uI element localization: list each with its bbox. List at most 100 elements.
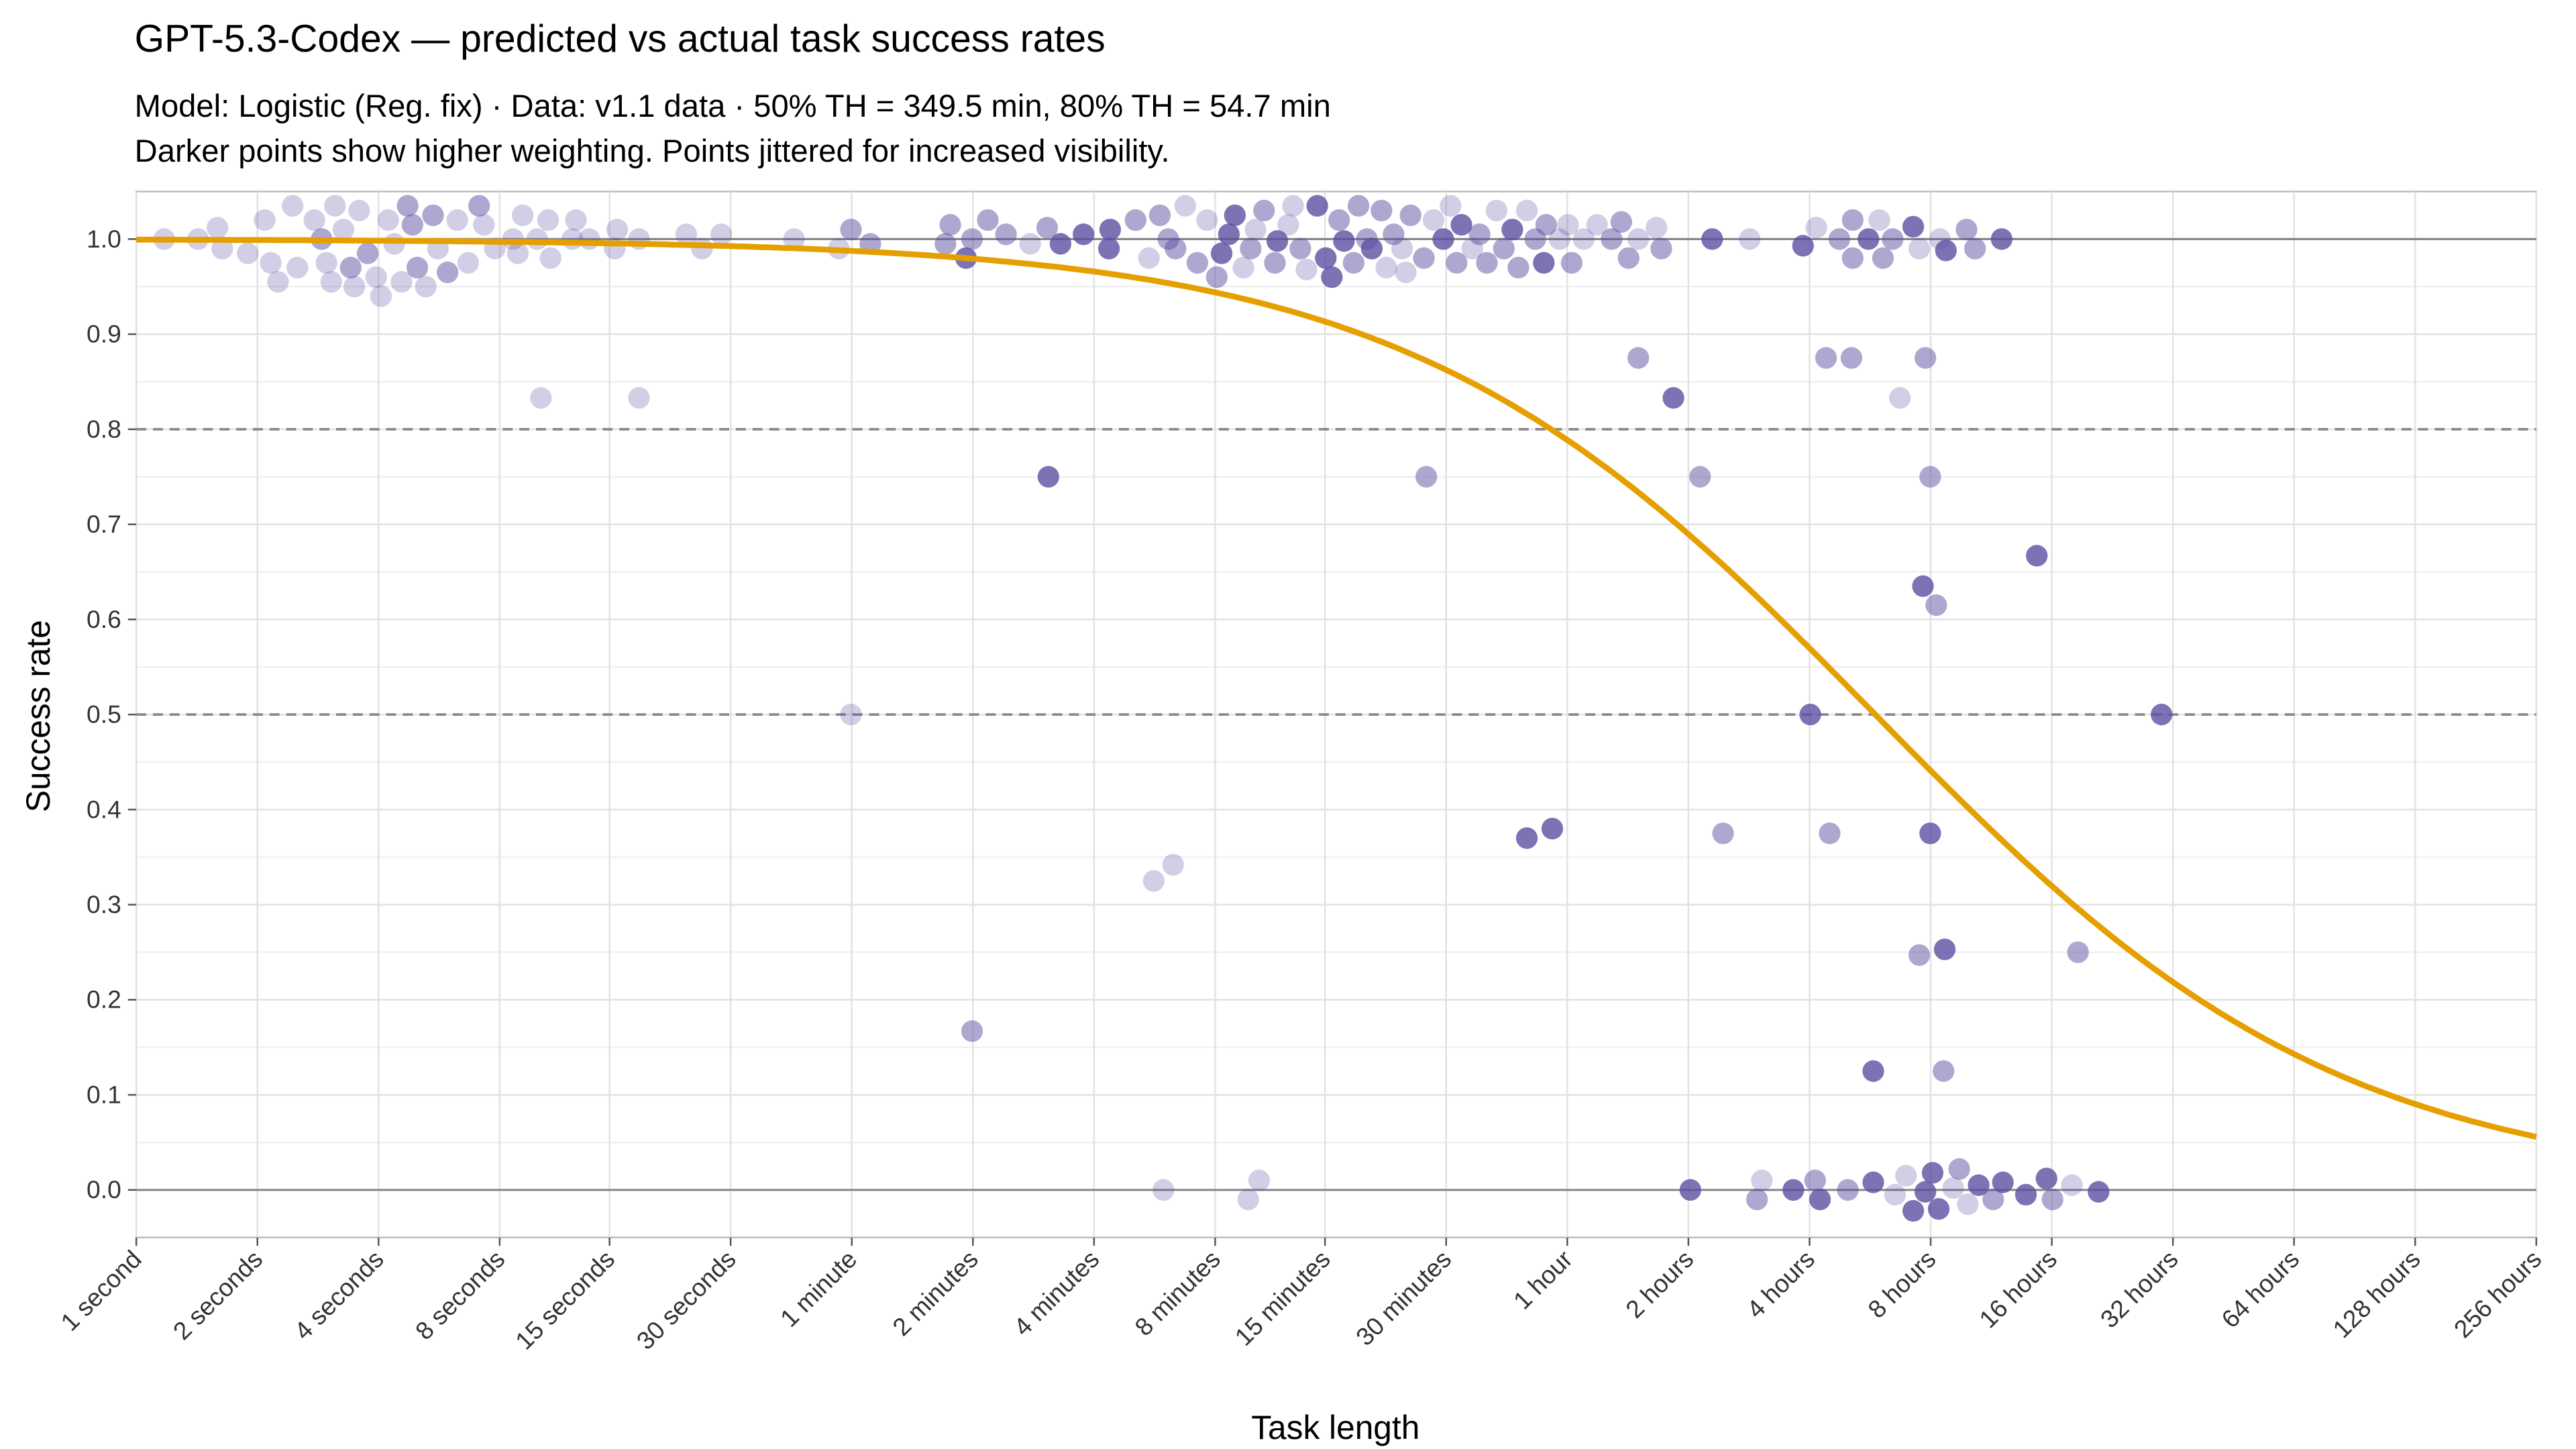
data-point xyxy=(1819,822,1841,845)
data-point xyxy=(961,1020,983,1042)
data-point xyxy=(1315,247,1337,269)
data-point xyxy=(1646,217,1668,239)
x-tick-label: 4 seconds xyxy=(288,1244,389,1345)
y-tick-label: 0.2 xyxy=(87,985,121,1014)
data-point xyxy=(1908,944,1931,966)
data-point xyxy=(1957,1193,1979,1216)
data-point xyxy=(1535,213,1558,236)
chart-title: GPT-5.3-Codex — predicted vs actual task… xyxy=(135,17,1106,60)
data-point xyxy=(1927,1198,1950,1220)
y-tick-label: 0.5 xyxy=(87,700,121,729)
data-point xyxy=(332,219,355,241)
data-point xyxy=(2061,1174,2083,1196)
y-tick-label: 0.6 xyxy=(87,605,121,633)
data-point xyxy=(1253,199,1275,222)
x-axis-ticks: 1 second 2 seconds 4 seconds 8 seconds 15 se… xyxy=(55,1237,2546,1355)
data-point xyxy=(939,213,961,236)
data-point xyxy=(995,223,1017,246)
data-point xyxy=(537,209,559,231)
data-point xyxy=(1712,822,1734,845)
data-point xyxy=(1232,256,1254,279)
data-point xyxy=(512,204,534,227)
data-point xyxy=(1165,237,1187,260)
data-point xyxy=(1295,258,1318,280)
y-tick-label: 0.1 xyxy=(87,1080,121,1108)
data-point xyxy=(339,256,362,279)
data-point xyxy=(961,228,983,250)
data-point xyxy=(1601,228,1623,250)
data-point xyxy=(1333,230,1355,252)
data-point xyxy=(211,237,233,260)
x-tick-label: 4 hours xyxy=(1741,1244,1821,1324)
data-point xyxy=(1617,247,1640,269)
data-point xyxy=(1701,228,1723,250)
y-tick-label: 0.3 xyxy=(87,890,121,918)
data-point xyxy=(1440,195,1462,217)
data-point xyxy=(207,217,229,239)
data-point xyxy=(1266,230,1289,252)
x-tick-label: 2 hours xyxy=(1620,1244,1699,1324)
data-point xyxy=(1019,233,1041,255)
data-point xyxy=(356,242,379,264)
data-point xyxy=(1152,1179,1175,1201)
data-point xyxy=(1942,1177,1964,1199)
data-point xyxy=(840,703,862,726)
data-point xyxy=(2026,545,2048,567)
data-point xyxy=(260,252,282,274)
data-point xyxy=(1990,228,2012,250)
data-point xyxy=(1174,195,1196,217)
data-point xyxy=(1413,247,1435,269)
data-point xyxy=(237,242,259,264)
x-tick-label: 1 second xyxy=(55,1244,147,1336)
x-tick-label: 2 seconds xyxy=(168,1244,268,1345)
data-point xyxy=(1383,223,1405,246)
data-point xyxy=(377,209,399,231)
data-point xyxy=(1933,938,1956,961)
data-point xyxy=(1501,219,1523,241)
data-point xyxy=(783,228,805,250)
data-point xyxy=(628,386,650,409)
data-point xyxy=(1902,215,1925,238)
x-tick-label: 8 seconds xyxy=(410,1244,511,1345)
data-point xyxy=(1992,1171,2014,1193)
data-point xyxy=(1548,228,1570,250)
data-point xyxy=(1968,1174,1990,1196)
data-point xyxy=(1955,219,1978,241)
data-point xyxy=(1073,223,1095,246)
data-point xyxy=(315,252,337,274)
data-point xyxy=(1306,195,1328,217)
data-point xyxy=(1662,386,1684,409)
y-tick-label: 0.7 xyxy=(87,510,121,538)
data-point xyxy=(390,271,413,293)
data-point xyxy=(1321,266,1343,288)
data-point xyxy=(1476,252,1498,274)
data-point xyxy=(1224,204,1246,227)
data-point xyxy=(1037,466,1059,488)
data-point xyxy=(2035,1167,2057,1189)
data-point xyxy=(1277,213,1299,236)
data-point xyxy=(578,228,600,250)
x-axis-label: Task length xyxy=(1251,1409,1419,1446)
data-point xyxy=(1264,252,1286,274)
data-point xyxy=(1650,237,1672,260)
x-tick-label: 4 minutes xyxy=(1008,1244,1105,1341)
data-point xyxy=(1218,223,1240,246)
data-point xyxy=(1799,703,1821,726)
data-point xyxy=(1342,252,1364,274)
data-point xyxy=(370,285,392,307)
data-point xyxy=(1237,1188,1259,1211)
data-point xyxy=(406,256,429,279)
data-point xyxy=(422,204,444,227)
data-point xyxy=(1586,213,1608,236)
data-point xyxy=(1882,228,1904,250)
data-point xyxy=(1124,209,1146,231)
data-point xyxy=(1205,266,1228,288)
data-point xyxy=(1792,235,1814,257)
data-point xyxy=(1395,261,1417,284)
data-point xyxy=(401,213,423,236)
x-tick-label: 128 hours xyxy=(2327,1244,2426,1343)
data-point xyxy=(1196,209,1218,231)
x-tick-label: 30 seconds xyxy=(631,1244,741,1354)
data-point xyxy=(1804,1169,1826,1191)
